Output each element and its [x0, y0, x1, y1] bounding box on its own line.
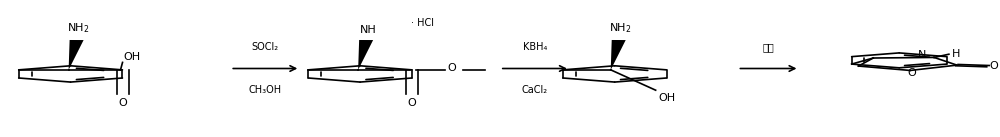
Text: N: N — [918, 50, 926, 60]
Text: SOCl₂: SOCl₂ — [252, 42, 279, 52]
Text: H: H — [952, 49, 960, 59]
Text: OH: OH — [659, 93, 676, 103]
Text: OH: OH — [124, 52, 141, 62]
Text: NH$_2$: NH$_2$ — [609, 21, 632, 35]
Text: O: O — [118, 98, 127, 108]
Polygon shape — [611, 40, 626, 70]
Text: 环合: 环合 — [763, 42, 774, 52]
Text: CH₃OH: CH₃OH — [249, 85, 282, 95]
Polygon shape — [358, 40, 373, 70]
Text: KBH₄: KBH₄ — [523, 42, 547, 52]
Text: NH$_2$: NH$_2$ — [67, 21, 90, 35]
Text: O: O — [989, 61, 998, 71]
Text: NH: NH — [360, 25, 376, 35]
Text: O: O — [408, 98, 416, 108]
Text: O: O — [447, 63, 456, 73]
Text: CaCl₂: CaCl₂ — [522, 85, 548, 95]
Text: · HCl: · HCl — [411, 18, 434, 28]
Text: O: O — [907, 68, 916, 78]
Polygon shape — [69, 40, 84, 70]
